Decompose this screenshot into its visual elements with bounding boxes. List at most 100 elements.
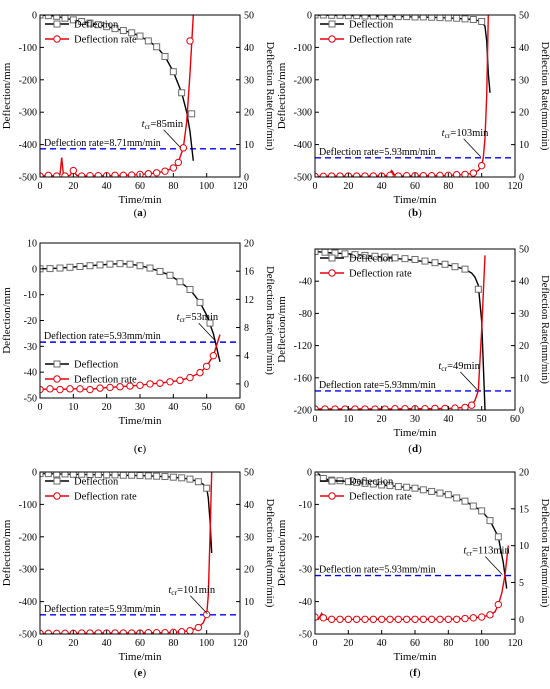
y-left-tick-label: -200 (294, 406, 312, 417)
x-tick-label: 50 (477, 414, 487, 425)
legend-rate-marker (53, 35, 61, 43)
y-left-tick-label: -500 (19, 630, 37, 641)
legend-rate-marker (328, 35, 336, 43)
deflection-rate-point (40, 629, 44, 634)
y-right-tick-label: 15 (519, 504, 529, 515)
deflection-rate-point (352, 615, 361, 623)
deflection-rate-point (44, 629, 53, 634)
x-tick-label: 0 (38, 402, 43, 413)
x-tick-label: 60 (510, 414, 520, 425)
x-tick-label: 60 (235, 402, 245, 413)
deflection-rate-point (111, 171, 119, 177)
x-tick-label: 80 (443, 181, 453, 192)
deflection-point (344, 478, 352, 486)
deflection-rate-point (341, 405, 349, 410)
deflection-rate-point (344, 615, 353, 623)
y-left-tick-label: 0 (32, 11, 37, 22)
deflection-point (53, 15, 61, 20)
x-tick-label: 120 (233, 181, 248, 192)
y-right-axis-label: Deflection Rate(mm/min) (539, 275, 550, 384)
deflection-rate-point (427, 615, 436, 623)
deflection-line (315, 15, 491, 93)
deflection-rate-point (381, 405, 389, 410)
deflection-point (156, 267, 164, 275)
x-tick-label: 100 (199, 638, 214, 649)
deflection-point (361, 479, 369, 487)
deflection-point (86, 19, 94, 27)
deflection-point (178, 474, 186, 482)
deflection-rate-series (40, 15, 194, 177)
x-tick-label: 40 (443, 414, 453, 425)
threshold-label: Deflection rate=5.93mm/min (44, 331, 161, 342)
deflection-rate-point (315, 172, 319, 177)
y-right-tick-label: 12 (244, 295, 254, 306)
deflection-point (394, 15, 402, 21)
y-left-tick-label: -400 (19, 140, 37, 151)
deflection-rate-point (321, 405, 329, 410)
y-right-axis-label: Deflection Rate(mm/min) (539, 42, 550, 151)
deflection-rate-point (402, 172, 411, 177)
threshold-label: Deflection rate=5.93mm/min (44, 604, 161, 615)
legend-deflection-label: Deflection (349, 20, 394, 31)
deflection-rate-point (186, 37, 194, 45)
deflection-rate-point (336, 172, 344, 177)
y-left-tick-label: 0 (307, 11, 312, 22)
deflection-rate-point (61, 172, 69, 177)
x-axis-label: Time/min (119, 415, 162, 427)
deflection-point (136, 472, 144, 480)
deflection-point (69, 472, 77, 478)
deflection-series (40, 472, 213, 554)
deflection-point (431, 259, 439, 267)
deflection-point (436, 15, 444, 22)
panel-label: (b) (408, 207, 422, 219)
y-right-axis-label: Deflection Rate(mm/min) (264, 499, 275, 608)
deflection-rate-point (411, 615, 419, 623)
critical-time-label: tcr=101min (168, 585, 216, 597)
y-left-tick-label: -500 (294, 173, 312, 184)
deflection-rate-point (486, 611, 494, 619)
y-left-axis-label: Deflection/mm (276, 62, 288, 129)
x-tick-label: 10 (68, 402, 78, 413)
x-tick-label: 50 (202, 402, 212, 413)
y-right-tick-label: 40 (519, 43, 529, 54)
deflection-point (419, 486, 427, 494)
y-right-axis-label: Deflection Rate(mm/min) (539, 499, 550, 608)
deflection-point (453, 494, 461, 502)
x-tick-label: 60 (410, 181, 420, 192)
deflection-point (106, 260, 114, 268)
x-tick-label: 30 (135, 402, 145, 413)
legend: Deflection Deflection rate (45, 477, 137, 503)
deflection-rate-point (144, 629, 153, 634)
deflection-point (353, 478, 361, 486)
x-tick-label: 20 (343, 638, 353, 649)
deflection-point (111, 25, 119, 33)
deflection-point (494, 533, 502, 541)
x-tick-label: 10 (343, 414, 353, 425)
y-right-tick-label: 30 (519, 309, 529, 320)
deflection-rate-point (371, 405, 379, 410)
y-left-axis-label: Deflection/mm (1, 287, 13, 354)
y-right-tick-label: 5 (519, 578, 524, 589)
critical-time-label: tcr=113min (463, 546, 510, 558)
deflection-point (76, 263, 84, 271)
deflection-rate-point (186, 373, 194, 382)
x-tick-label: 120 (233, 638, 248, 649)
y-left-tick-label: -100 (19, 43, 37, 54)
critical-time-label: tcr=49min (438, 361, 480, 373)
deflection-point (421, 257, 429, 265)
deflection-rate-point (119, 629, 128, 634)
legend: Deflection Deflection rate (45, 360, 137, 386)
y-left-tick-label: -40 (299, 597, 312, 608)
y-left-tick-label: 0 (32, 264, 37, 275)
deflection-rate-point (94, 172, 103, 177)
deflection-rate-series (40, 334, 221, 394)
deflection-point (176, 278, 184, 286)
x-tick-label: 100 (474, 181, 489, 192)
chart-panel-c: 0 10 20 30 40 50 60 -50 -40 -30 -20 -10 0 10 0 4 8 12 16 20… (1, 239, 275, 456)
y-left-tick-label: -120 (294, 341, 312, 352)
x-axis-label: Time/min (394, 427, 437, 439)
x-tick-label: 20 (68, 181, 78, 192)
x-tick-label: 20 (377, 414, 387, 425)
y-left-tick-label: -20 (24, 316, 37, 327)
y-left-tick-label: -300 (19, 565, 37, 576)
